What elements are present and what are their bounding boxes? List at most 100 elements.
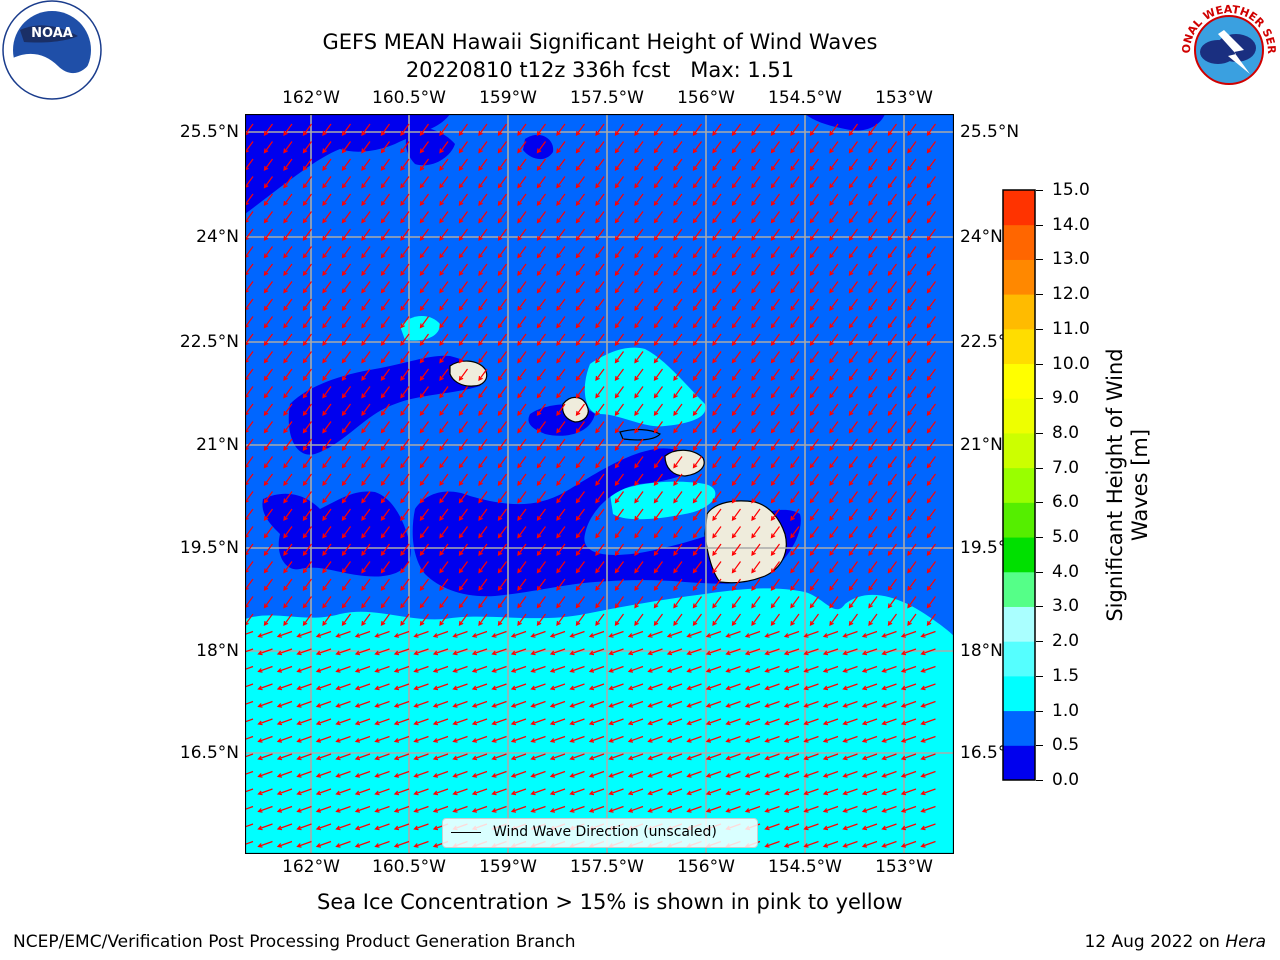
wind-wave-arrow <box>361 368 371 382</box>
wind-wave-arrow <box>705 788 722 796</box>
wind-wave-arrow <box>920 840 936 848</box>
wind-wave-arrow <box>907 613 917 627</box>
wind-wave-arrow <box>341 211 351 224</box>
wind-wave-arrow <box>751 351 761 364</box>
wind-wave-arrow <box>283 298 293 312</box>
wind-wave-arrow <box>920 630 936 638</box>
wind-wave-arrow <box>647 630 663 638</box>
wind-wave-arrow <box>829 403 839 417</box>
wind-wave-arrow <box>419 386 429 399</box>
wind-wave-arrow <box>881 718 897 726</box>
wind-wave-arrow <box>686 665 702 673</box>
wind-wave-arrow <box>770 473 780 487</box>
wind-wave-arrow <box>666 630 683 638</box>
wind-wave-arrow <box>569 683 585 691</box>
wind-wave-arrow <box>296 805 312 813</box>
lat-tick-right: 24°N <box>960 227 1003 247</box>
wind-wave-arrow <box>926 123 936 137</box>
wind-wave-arrow <box>744 770 761 778</box>
colorbar-tick-mark <box>1036 190 1043 191</box>
wind-wave-arrow <box>744 630 761 638</box>
wind-wave-arrow <box>744 805 761 813</box>
wind-wave-arrow <box>868 438 878 452</box>
wind-wave-arrow <box>341 526 351 539</box>
wind-wave-arrow <box>315 648 332 656</box>
wind-wave-arrow <box>731 526 741 539</box>
wind-wave-arrow <box>361 403 371 417</box>
wind-wave-arrow <box>569 753 585 761</box>
wind-wave-arrow <box>439 246 449 259</box>
wind-wave-arrow <box>647 805 663 813</box>
wind-wave-arrow <box>692 596 702 609</box>
wind-wave-arrow <box>634 176 644 189</box>
wave-height-field-low <box>805 114 885 131</box>
wind-wave-arrow <box>536 351 546 364</box>
wind-wave-arrow <box>393 665 410 673</box>
wind-wave-arrow <box>803 805 819 813</box>
wind-wave-arrow <box>614 281 624 294</box>
colorbar-tick-label: 11.0 <box>1052 318 1090 339</box>
wind-wave-arrow <box>926 596 936 609</box>
wind-wave-arrow <box>361 438 371 452</box>
wind-wave-arrow <box>439 596 449 609</box>
wind-wave-arrow <box>725 770 741 778</box>
wind-wave-arrow <box>705 718 722 726</box>
wind-wave-arrow <box>926 526 936 539</box>
wind-wave-arrow <box>731 473 741 487</box>
wind-wave-arrow <box>517 316 527 329</box>
wind-wave-arrow <box>478 158 488 172</box>
wind-wave-arrow <box>725 683 741 691</box>
wind-wave-arrow <box>712 473 722 487</box>
wind-wave-arrow <box>627 665 644 673</box>
wind-wave-arrow <box>361 456 371 469</box>
colorbar-segment <box>1003 224 1035 260</box>
wind-wave-arrow <box>907 193 917 207</box>
wind-wave-arrow <box>861 630 878 638</box>
wind-wave-arrow <box>653 228 663 242</box>
wind-wave-arrow <box>887 491 897 504</box>
wind-wave-arrow <box>829 491 839 504</box>
map-frame <box>245 114 954 854</box>
colorbar-tick-label: 10.0 <box>1052 353 1090 374</box>
wind-wave-arrow <box>926 543 936 557</box>
wind-wave-arrow <box>419 491 429 504</box>
wind-wave-arrow <box>419 456 429 469</box>
wind-wave-arrow <box>666 648 683 656</box>
wind-wave-arrow <box>725 805 741 813</box>
wind-wave-arrow <box>419 211 429 224</box>
wind-wave-arrow <box>478 333 488 347</box>
wind-wave-arrow <box>419 263 429 277</box>
wind-wave-arrow <box>478 473 488 487</box>
wind-wave-arrow <box>848 351 858 364</box>
wind-wave-arrow <box>907 508 917 522</box>
wind-wave-arrow <box>751 246 761 259</box>
wind-wave-arrow <box>517 141 527 154</box>
wind-wave-arrow <box>458 613 468 627</box>
wind-wave-arrow <box>569 648 585 656</box>
wind-wave-arrow <box>887 228 897 242</box>
wind-wave-arrow <box>556 158 566 172</box>
colorbar-segment <box>1003 259 1035 295</box>
wind-wave-arrow <box>588 683 605 691</box>
wind-wave-arrow <box>302 141 312 154</box>
wind-wave-arrow <box>809 596 819 609</box>
wind-wave-arrow <box>614 351 624 364</box>
wind-wave-arrow <box>614 316 624 329</box>
wind-wave-arrow <box>673 176 683 189</box>
wind-wave-arrow <box>458 176 468 189</box>
wind-wave-arrow <box>926 491 936 504</box>
wind-wave-arrow <box>335 630 351 638</box>
wind-wave-arrow <box>608 700 624 708</box>
wind-wave-arrow <box>374 648 390 656</box>
wind-wave-arrow <box>907 263 917 277</box>
wind-wave-arrow <box>907 473 917 487</box>
wind-wave-arrow <box>536 456 546 469</box>
wind-wave-arrow <box>848 263 858 277</box>
wind-wave-arrow <box>653 141 663 154</box>
wind-wave-arrow <box>491 770 507 778</box>
wind-wave-arrow <box>458 596 468 609</box>
wind-wave-arrow <box>595 281 605 294</box>
wind-wave-arrow <box>653 473 663 487</box>
wind-wave-arrow <box>770 263 780 277</box>
wind-wave-arrow <box>790 333 800 347</box>
